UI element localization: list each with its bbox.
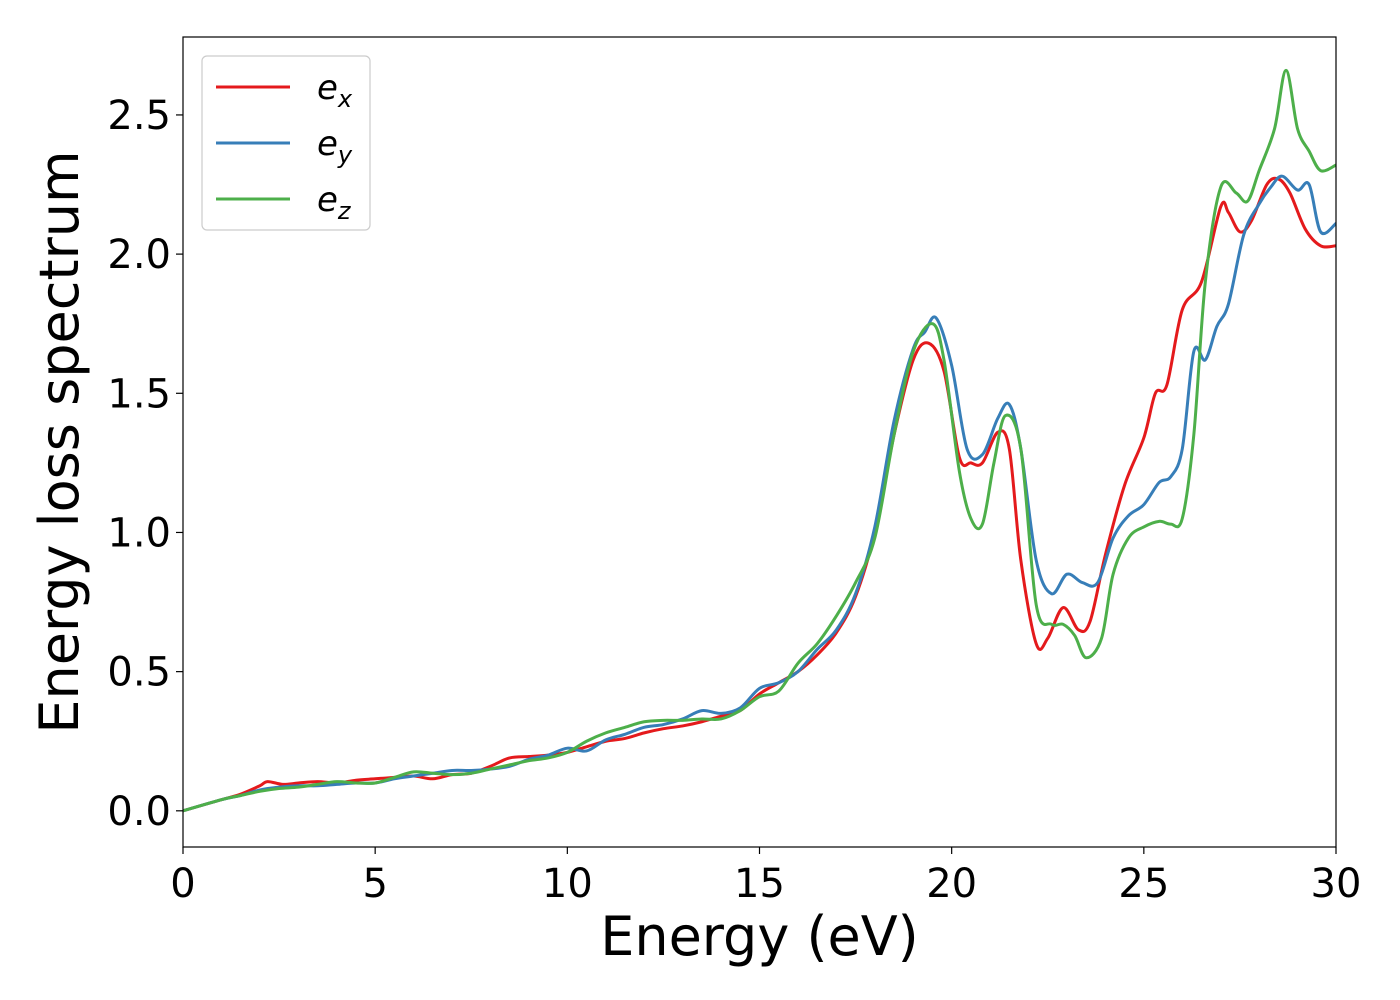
y-tick-label: 2.0: [107, 232, 171, 278]
x-tick-label: 5: [362, 861, 387, 907]
legend-item-x: ex: [216, 68, 353, 113]
y-tick-label: 2.5: [107, 93, 171, 139]
y-axis-title: Energy loss spectrum: [28, 150, 91, 733]
x-ticks: 0 5 10 15 20 25 30: [170, 847, 1361, 907]
x-tick-label: 25: [1118, 861, 1169, 907]
y-tick-label: 0.0: [107, 789, 171, 835]
legend: ex ey ez: [201, 55, 371, 231]
series-line-y: [183, 174, 1336, 813]
x-axis-title: Energy (eV): [600, 905, 919, 968]
x-tick-label: 0: [170, 861, 195, 907]
series-layer: [183, 68, 1336, 813]
x-tick-label: 15: [734, 861, 785, 907]
y-ticks: 0.0 0.5 1.0 1.5 2.0 2.5: [107, 93, 183, 835]
x-tick-label: 10: [542, 861, 593, 907]
x-tick-label: 20: [926, 861, 977, 907]
y-tick-label: 0.5: [107, 650, 171, 696]
legend-label: ex: [317, 68, 353, 113]
series-line-x: [183, 176, 1336, 813]
y-tick-label: 1.5: [107, 371, 171, 417]
y-tick-label: 1.0: [107, 510, 171, 556]
series-line-z: [183, 68, 1336, 813]
legend-item-y: ey: [216, 124, 353, 169]
legend-label: ey: [317, 124, 353, 169]
x-tick-label: 30: [1311, 861, 1362, 907]
legend-item-z: ez: [216, 180, 352, 225]
legend-label: ez: [317, 180, 352, 225]
